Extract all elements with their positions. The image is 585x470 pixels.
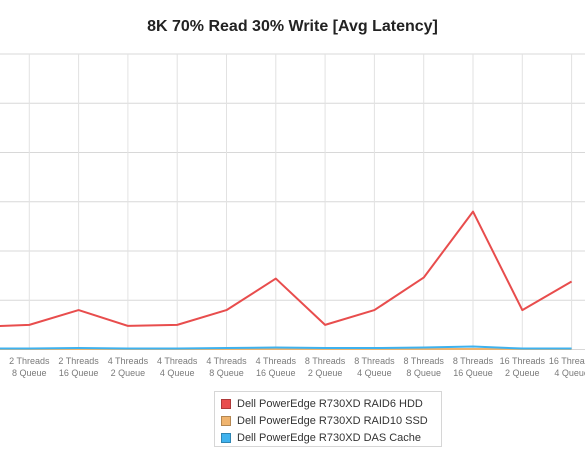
x-tick-label: 1 Threads xyxy=(0,356,1,366)
legend-label: Dell PowerEdge R730XD RAID10 SSD xyxy=(237,414,428,427)
x-tick-label: 8 Threads xyxy=(404,356,445,366)
x-tick-label: 8 Threads xyxy=(354,356,395,366)
legend-swatch xyxy=(221,432,231,443)
x-tick-label: 16 Threads xyxy=(500,356,546,366)
x-tick-label: 4 Threads xyxy=(256,356,297,366)
x-tick-label: 4 Queue xyxy=(160,368,195,378)
series-lines xyxy=(0,210,573,351)
legend-label: Dell PowerEdge R730XD DAS Cache xyxy=(237,431,422,444)
x-tick-label: 4 Threads xyxy=(206,356,247,366)
x-axis-labels: 1 Threads 2 Queue 2 Threads 8 Queue 2 Thread… xyxy=(0,356,585,378)
x-tick-label: 8 Queue xyxy=(406,368,441,378)
legend: Dell PowerEdge R730XD RAID6 HDD Dell Pow… xyxy=(214,391,442,447)
series-line-2[interactable] xyxy=(0,345,572,350)
x-tick-label: 2 Queue xyxy=(111,368,146,378)
x-tick-label: 2 Queue xyxy=(505,368,540,378)
chart-title: 8K 70% Read 30% Write [Avg Latency] xyxy=(147,18,438,35)
legend-swatch xyxy=(221,415,231,426)
x-tick-label: 16 Queue xyxy=(256,368,296,378)
legend-item[interactable]: Dell PowerEdge R730XD DAS Cache xyxy=(221,429,441,446)
legend-label: Dell PowerEdge R730XD RAID6 HDD xyxy=(237,397,423,410)
line-chart: 1 Threads 2 Queue 2 Threads 8 Queue 2 Thread… xyxy=(0,53,585,378)
x-tick-label: 2 Queue xyxy=(308,368,343,378)
x-tick-label: 16 Queue xyxy=(59,368,99,378)
legend-swatch xyxy=(221,398,231,409)
x-tick-label: 8 Threads xyxy=(453,356,494,366)
x-tick-label: 2 Threads xyxy=(9,356,50,366)
grid-lines xyxy=(0,53,585,350)
x-tick-label: 16 Threads xyxy=(549,356,585,366)
x-tick-label: 8 Queue xyxy=(12,368,47,378)
x-tick-label: 8 Queue xyxy=(209,368,244,378)
x-tick-label: 4 Queue xyxy=(554,368,585,378)
x-tick-label: 4 Threads xyxy=(157,356,198,366)
series-line-0[interactable] xyxy=(0,210,573,328)
x-tick-label: 4 Queue xyxy=(357,368,392,378)
x-tick-label: 4 Threads xyxy=(108,356,149,366)
legend-item[interactable]: Dell PowerEdge R730XD RAID10 SSD xyxy=(221,412,441,429)
x-tick-label: 8 Threads xyxy=(305,356,346,366)
x-tick-label: 2 Threads xyxy=(58,356,99,366)
x-tick-label: 16 Queue xyxy=(453,368,493,378)
legend-item[interactable]: Dell PowerEdge R730XD RAID6 HDD xyxy=(221,395,441,412)
